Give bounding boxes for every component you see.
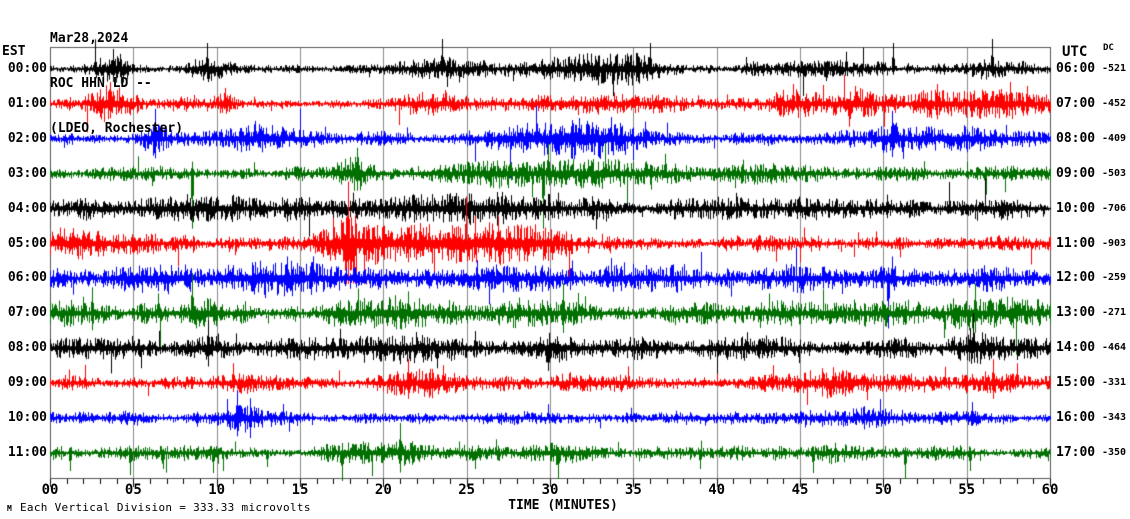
location-label: (LDEO, Rochester) — [50, 121, 184, 136]
x-tick-label: 10 — [208, 482, 226, 498]
dc-value: -706 — [1102, 202, 1127, 214]
x-tick-label: 45 — [791, 482, 809, 498]
station-label: ROC HHN LD -- — [50, 76, 152, 91]
x-tick-label: 30 — [541, 482, 559, 498]
est-time-label: 10:00 — [7, 410, 47, 426]
x-tick-label: 15 — [291, 482, 309, 498]
dc-column-title: DC — [1103, 43, 1114, 53]
right-axis-title: UTC — [1062, 44, 1088, 60]
utc-time-label: 08:00 — [1056, 130, 1096, 146]
x-tick-label: 60 — [1041, 482, 1059, 498]
utc-time-label: 14:00 — [1056, 340, 1096, 356]
dc-value: -903 — [1102, 237, 1127, 249]
x-tick-label: 20 — [374, 482, 392, 498]
plot-header: Mar28,2024 ROC HHN LD -- (LDEO, Rocheste… — [50, 1, 183, 166]
dc-value: -271 — [1102, 307, 1127, 319]
x-tick-label: 50 — [874, 482, 892, 498]
est-time-label: 01:00 — [7, 95, 47, 111]
dc-value: -259 — [1102, 272, 1127, 284]
utc-time-label: 12:00 — [1056, 270, 1096, 286]
x-tick-label: 25 — [458, 482, 476, 498]
utc-time-label: 15:00 — [1056, 375, 1096, 391]
est-time-label: 02:00 — [7, 130, 47, 146]
utc-time-label: 09:00 — [1056, 165, 1096, 181]
scale-note: Each Vertical Division = 333.33 microvol… — [20, 501, 311, 514]
est-time-label: 07:00 — [7, 305, 47, 321]
est-time-label: 09:00 — [7, 375, 47, 391]
footer-glyph: M — [7, 504, 12, 513]
dc-value: -350 — [1102, 447, 1127, 458]
utc-time-label: 17:00 — [1056, 445, 1096, 460]
dc-value: -521 — [1102, 63, 1127, 74]
x-tick-label: 55 — [958, 482, 976, 498]
est-time-label: 11:00 — [7, 445, 47, 460]
utc-time-label: 16:00 — [1056, 410, 1096, 426]
x-axis-title: TIME (MINUTES) — [508, 498, 618, 513]
dc-value: -409 — [1102, 132, 1127, 144]
x-tick-label: 05 — [124, 482, 142, 498]
dc-value: -343 — [1102, 412, 1127, 424]
dc-value: -452 — [1102, 97, 1127, 109]
utc-time-label: 11:00 — [1056, 235, 1096, 251]
utc-time-label: 07:00 — [1056, 95, 1096, 111]
est-time-label: 04:00 — [7, 200, 47, 216]
x-tick-label: 40 — [708, 482, 726, 498]
est-time-label: 03:00 — [7, 165, 47, 181]
utc-time-label: 06:00 — [1056, 61, 1096, 76]
dc-value: -331 — [1102, 377, 1127, 389]
est-time-label: 05:00 — [7, 235, 47, 251]
est-time-label: 08:00 — [7, 340, 47, 356]
dc-value: -464 — [1102, 342, 1127, 354]
x-tick-label: 00 — [41, 482, 59, 498]
left-axis-title: EST — [2, 44, 26, 59]
utc-time-label: 10:00 — [1056, 200, 1096, 216]
date-label: Mar28,2024 — [50, 31, 129, 46]
utc-time-label: 13:00 — [1056, 305, 1096, 321]
x-tick-label: 35 — [624, 482, 642, 498]
dc-value: -503 — [1102, 167, 1127, 179]
est-time-label: 06:00 — [7, 270, 47, 286]
est-time-label: 00:00 — [7, 61, 47, 76]
